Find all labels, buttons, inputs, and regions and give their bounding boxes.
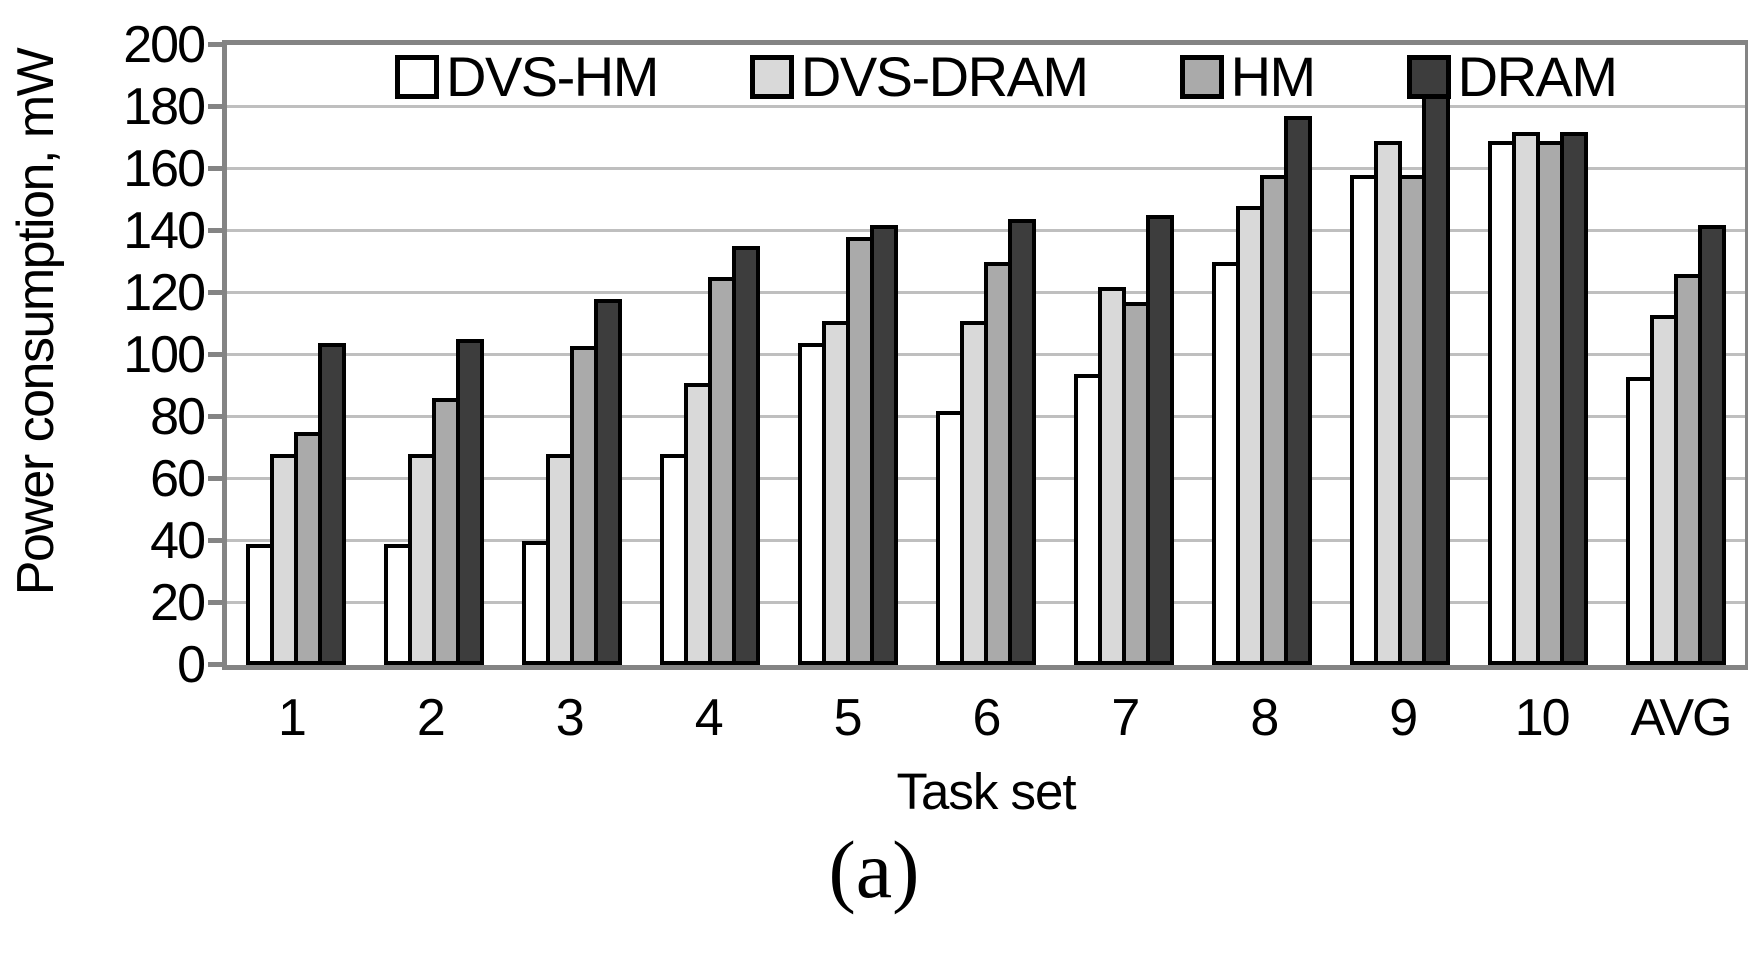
- bar-dram-10: [1560, 132, 1588, 665]
- x-tick-label-AVG: AVG: [1630, 689, 1733, 747]
- y-tick-label-180: 180: [123, 78, 206, 136]
- y-axis-tick-60: [208, 476, 222, 481]
- legend-swatch-dvs-dram: [749, 55, 794, 99]
- bar-dram-8: [1284, 116, 1312, 665]
- legend-item-dvs-dram: DVS-DRAM: [749, 45, 1089, 108]
- bar-cluster-1: [227, 45, 365, 665]
- bar-dram-1: [318, 343, 346, 665]
- y-axis-tick-0: [208, 662, 222, 667]
- chart-legend: DVS-HM DVS-DRAM HM DRAM: [395, 45, 1618, 108]
- x-tick-label-10: 10: [1514, 689, 1571, 747]
- y-tick-label-160: 160: [123, 140, 206, 198]
- y-axis-tick-20: [208, 600, 222, 605]
- x-tick-label-4: 4: [694, 689, 724, 747]
- legend-swatch-hm: [1179, 55, 1224, 99]
- x-tick-label-9: 9: [1389, 689, 1418, 747]
- bar-dram-5: [870, 225, 898, 665]
- y-axis-tick-80: [208, 414, 222, 419]
- bar-cluster-7: [1055, 45, 1193, 665]
- gridline-180: [227, 105, 1745, 108]
- bar-cluster-4: [641, 45, 779, 665]
- legend-label-dvs-dram: DVS-DRAM: [800, 45, 1089, 108]
- bar-dram-9: [1422, 95, 1450, 665]
- x-tick-label-7: 7: [1111, 689, 1140, 747]
- y-tick-label-100: 100: [123, 326, 206, 384]
- bar-cluster-8: [1193, 45, 1331, 665]
- bar-dram-2: [456, 339, 484, 665]
- x-tick-label-3: 3: [555, 689, 585, 747]
- y-axis-tick-200: [208, 42, 222, 47]
- x-tick-label-8: 8: [1250, 689, 1279, 747]
- y-tick-label-120: 120: [123, 264, 206, 322]
- y-tick-label-200: 200: [123, 16, 206, 74]
- x-tick-labels: 1 2 3 4 5 6 7 8 9 10 AVG: [222, 690, 1748, 746]
- bar-cluster-5: [779, 45, 917, 665]
- bar-clusters: [227, 45, 1745, 665]
- bar-dram-4: [732, 246, 760, 665]
- y-tick-label-40: 40: [150, 512, 206, 570]
- y-tick-label-0: 0: [177, 636, 206, 694]
- legend-label-dvs-hm: DVS-HM: [446, 45, 659, 108]
- bar-hm-8: [1260, 175, 1288, 665]
- x-tick-label-5: 5: [833, 689, 863, 747]
- bar-cluster-10: [1469, 45, 1607, 665]
- y-tick-label-80: 80: [150, 388, 206, 446]
- figure-caption: (a): [828, 824, 920, 915]
- x-tick-label-6: 6: [972, 689, 1002, 747]
- y-axis-tick-120: [208, 290, 222, 295]
- bar-cluster-6: [917, 45, 1055, 665]
- y-axis-tick-160: [208, 166, 222, 171]
- bar-cluster-2: [365, 45, 503, 665]
- bar-dram-AVG: [1698, 225, 1726, 665]
- y-axis-tick-40: [208, 538, 222, 543]
- bar-cluster-3: [503, 45, 641, 665]
- bar-dvs-hm-8: [1212, 262, 1240, 665]
- legend-swatch-dram: [1406, 55, 1451, 99]
- bar-dram-7: [1146, 215, 1174, 665]
- y-tick-label-20: 20: [150, 574, 206, 632]
- legend-item-hm: HM: [1179, 45, 1317, 108]
- legend-item-dram: DRAM: [1406, 45, 1618, 108]
- y-tick-label-140: 140: [123, 202, 206, 260]
- x-axis-title: Task set: [896, 763, 1076, 820]
- y-axis-tick-180: [208, 104, 222, 109]
- legend-item-dvs-hm: DVS-HM: [395, 45, 659, 108]
- gridline-160: [227, 167, 1745, 170]
- bar-cluster-9: [1331, 45, 1469, 665]
- plot-area: DVS-HM DVS-DRAM HM DRAM: [208, 40, 1748, 670]
- legend-label-dram: DRAM: [1457, 45, 1618, 108]
- x-tick-label-2: 2: [416, 689, 446, 747]
- y-axis-tick-100: [208, 352, 222, 357]
- gridline-140: [227, 229, 1745, 232]
- y-tick-label-60: 60: [150, 450, 206, 508]
- bar-dram-3: [594, 299, 622, 665]
- bar-dvs-dram-5: [822, 321, 850, 665]
- legend-label-hm: HM: [1230, 45, 1317, 108]
- bar-cluster-AVG: [1607, 45, 1745, 665]
- legend-swatch-dvs-hm: [395, 55, 439, 99]
- y-axis-tick-140: [208, 228, 222, 233]
- bar-dram-6: [1008, 219, 1036, 665]
- x-tick-label-1: 1: [277, 689, 307, 747]
